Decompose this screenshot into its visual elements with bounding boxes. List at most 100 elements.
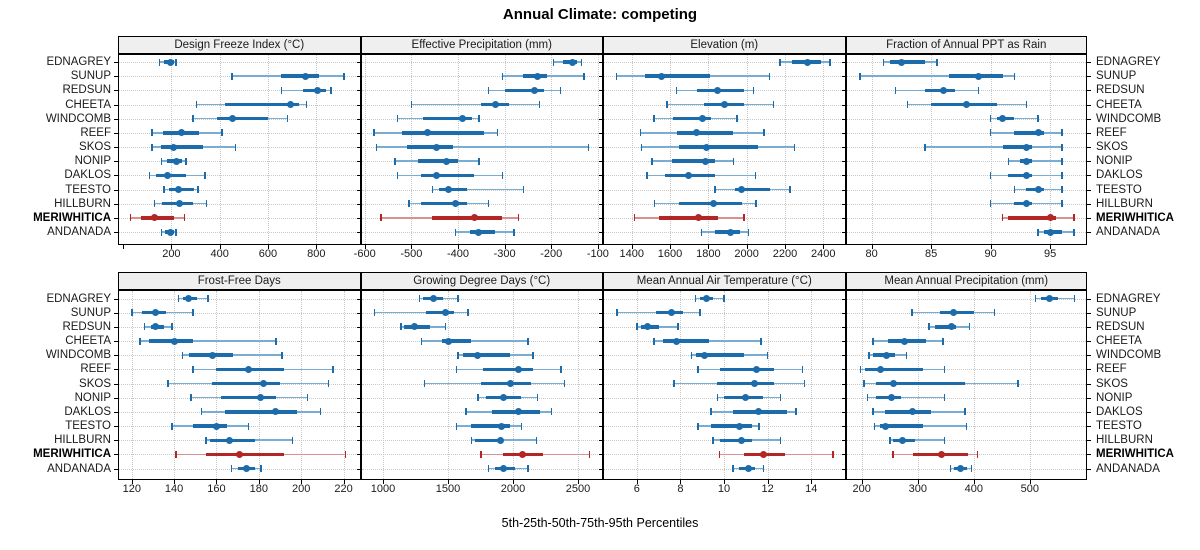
interquartile-bar-25-75 [1002, 145, 1033, 149]
whisker-cap-95th [587, 143, 590, 151]
site-label-right: REDSUN [1096, 84, 1145, 97]
row-tick-left [841, 217, 846, 219]
median-dot [726, 228, 734, 236]
x-axis-tick-label: 6 [633, 483, 640, 495]
whisker-cap-5th [868, 351, 870, 359]
gridline-vertical [504, 55, 506, 244]
whisker-cap-95th [559, 86, 562, 94]
whisker-cap-5th [158, 58, 161, 66]
x-axis-tick [767, 480, 769, 484]
median-dot [287, 101, 295, 108]
row-tick-left [599, 232, 603, 234]
interquartile-bar-25-75 [406, 145, 454, 149]
interquartile-bar-25-75 [876, 381, 965, 386]
whisker-cap-95th [221, 129, 223, 137]
x-axis-tick [171, 245, 173, 249]
median-dot [1034, 186, 1042, 194]
median-dot [737, 436, 745, 444]
panel-area [845, 54, 1087, 245]
whisker-cap-5th [160, 228, 163, 236]
whisker-cap-5th [949, 465, 952, 473]
gridline-vertical [631, 55, 633, 244]
interquartile-bar-25-75 [864, 367, 924, 372]
median-dot [963, 101, 971, 108]
row-tick-left [114, 355, 118, 357]
median-dot [166, 58, 174, 66]
whisker-cap-95th [1025, 101, 1028, 108]
x-axis-tick [631, 245, 633, 249]
gridline-horizontal [846, 189, 1086, 191]
gridline-vertical [680, 291, 682, 479]
whisker-cap-95th [247, 422, 249, 430]
whisker-cap-95th [444, 323, 447, 331]
median-dot [937, 450, 945, 458]
gridline-vertical [597, 55, 599, 244]
median-dot [410, 323, 418, 331]
gridline-horizontal [846, 355, 1086, 357]
site-label-right: CHEETA [1096, 335, 1142, 347]
gridline-horizontal [846, 397, 1086, 399]
whisker-cap-95th [936, 58, 938, 66]
median-dot [804, 58, 812, 66]
interquartile-bar-25-75 [160, 145, 203, 149]
site-label-right: SKOS [1096, 141, 1128, 154]
x-axis-tick [1029, 480, 1031, 484]
whisker-cap-5th [143, 323, 146, 331]
row-tick-left [356, 369, 361, 371]
whisker-cap-95th [964, 408, 966, 416]
median-dot [755, 408, 763, 416]
median-dot [212, 422, 220, 430]
whisker-cap-95th [732, 157, 734, 165]
gridline-horizontal [846, 217, 1086, 219]
whisker-cap-5th [465, 408, 467, 416]
median-dot [568, 58, 576, 66]
row-tick-left [599, 217, 603, 219]
whisker-cap-5th [666, 101, 668, 108]
row-tick-right [1087, 298, 1091, 300]
gridline-vertical [219, 55, 221, 244]
row-tick-left [841, 426, 846, 428]
median-dot [176, 200, 184, 208]
gridline-vertical [861, 291, 863, 479]
row-tick-left [114, 132, 118, 134]
x-axis-tick-label: 600 [258, 248, 278, 260]
median-dot [491, 101, 499, 108]
whisker-cap-95th [1061, 129, 1063, 137]
interquartile-bar-25-75 [420, 173, 475, 178]
whisker-cap-95th [517, 214, 520, 222]
row-tick-left [841, 440, 846, 442]
whisker-cap-5th [646, 171, 648, 179]
x-axis-tick-label: 12 [761, 483, 774, 495]
site-label-left: SKOS [79, 141, 111, 154]
whisker-cap-5th [911, 309, 913, 317]
x-axis-tick-label: 800 [307, 248, 326, 260]
median-dot [947, 323, 955, 331]
row-tick-right [1087, 312, 1091, 314]
whisker-cap-95th [588, 450, 591, 458]
site-label-left: ANDANADA [47, 226, 111, 239]
site-label-left: SUNUP [70, 306, 111, 319]
interquartile-bar-25-75 [224, 102, 300, 107]
whisker-cap-95th [583, 72, 585, 80]
row-tick-left [599, 369, 603, 371]
row-tick-left [841, 341, 846, 342]
row-tick-left [599, 468, 603, 470]
site-label-left: EDNAGREY [46, 292, 111, 305]
whisker-cap-5th [420, 337, 423, 345]
median-dot [1046, 228, 1054, 236]
whisker-cap-5th [675, 86, 678, 94]
whisker-cap-95th [736, 115, 738, 123]
whisker-cap-95th [536, 394, 539, 402]
whisker-cap-5th [779, 58, 781, 66]
median-dot [515, 408, 523, 416]
x-axis-tick [216, 480, 218, 484]
median-dot [514, 365, 522, 373]
whisker-cap-5th [373, 309, 376, 317]
whisker-cap-5th [651, 157, 653, 165]
whisker-cap-5th [177, 295, 180, 302]
whisker-cap-5th [906, 101, 909, 108]
whisker-cap-95th [281, 351, 283, 359]
whisker-cap-95th [496, 129, 499, 137]
gridline-horizontal [361, 62, 602, 63]
gridline-vertical [551, 55, 553, 244]
